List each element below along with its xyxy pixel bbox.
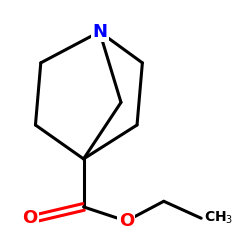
Text: N: N — [92, 23, 107, 41]
Text: O: O — [22, 209, 38, 227]
Text: CH$_3$: CH$_3$ — [204, 210, 233, 226]
Text: O: O — [119, 212, 134, 230]
